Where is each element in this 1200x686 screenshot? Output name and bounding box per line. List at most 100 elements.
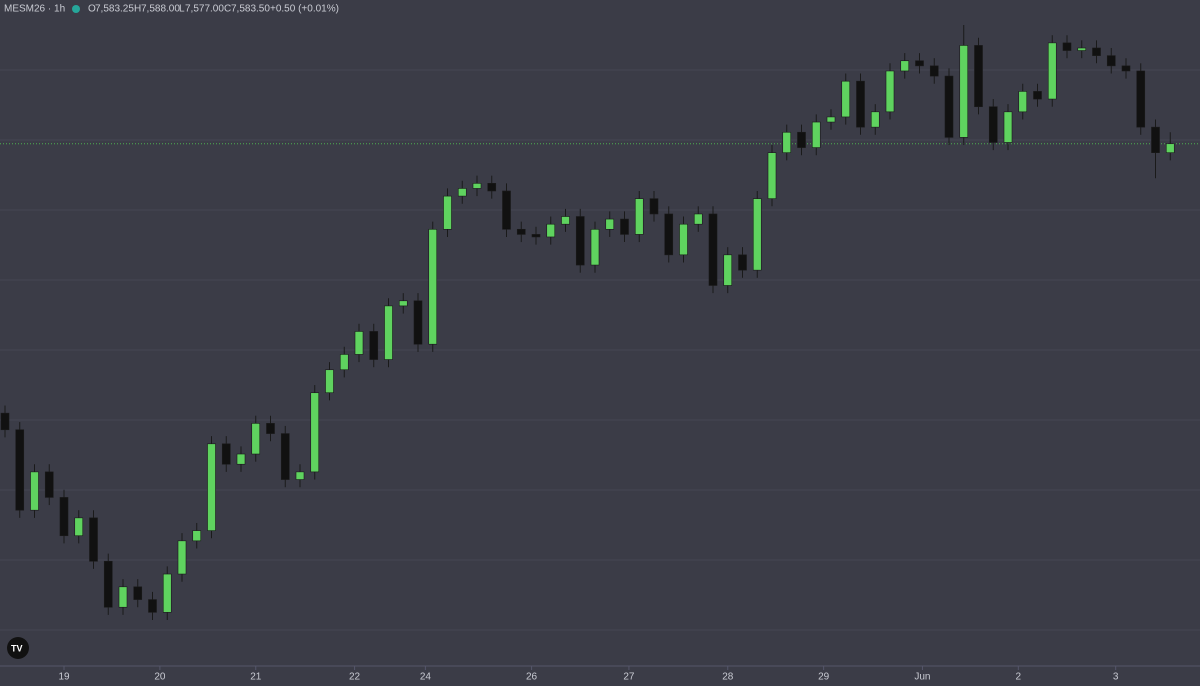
- candle-body: [15, 429, 25, 511]
- candle-body: [103, 560, 113, 608]
- grid: [0, 69, 1200, 631]
- candle-body: [221, 443, 231, 465]
- candle-body: [1136, 70, 1146, 128]
- x-tick-label: 24: [420, 672, 432, 683]
- candle-body: [885, 70, 895, 113]
- candle-body: [59, 497, 69, 537]
- candle-body: [1077, 47, 1087, 51]
- ohlc-value: 7,588.00: [141, 4, 180, 15]
- candle-body: [870, 111, 880, 128]
- candle-body: [30, 471, 39, 511]
- candle-body: [251, 423, 261, 455]
- candle-body: [915, 60, 924, 67]
- candle-body: [723, 254, 733, 286]
- candle-body: [620, 218, 629, 235]
- candle-body: [266, 423, 275, 434]
- candle-body: [516, 228, 526, 235]
- x-tick-label: 20: [154, 672, 166, 683]
- candle-body: [457, 188, 467, 197]
- candle-body: [575, 216, 585, 266]
- candle-body: [443, 195, 452, 230]
- candle-body: [118, 586, 128, 608]
- candle-body: [133, 586, 143, 600]
- candle-body: [177, 540, 187, 575]
- candle-body: [738, 254, 747, 271]
- candle-body: [974, 45, 983, 108]
- candle-body: [561, 216, 570, 225]
- candle-body: [325, 369, 334, 394]
- candle-body: [649, 198, 659, 215]
- ohlc-label: H: [134, 4, 141, 15]
- ohlc-label: L: [179, 4, 185, 15]
- x-tick-label: 21: [250, 672, 262, 683]
- ohlc-label: C: [224, 4, 231, 15]
- candle-body: [841, 80, 851, 118]
- x-tick-label: 22: [349, 672, 361, 683]
- candle-body: [0, 412, 10, 431]
- ohlc-value: 7,583.50: [231, 4, 270, 15]
- candle-body: [664, 213, 674, 256]
- candle-body: [428, 228, 438, 345]
- candle-body: [752, 198, 762, 271]
- candle-body: [1151, 126, 1160, 153]
- candle-body: [531, 234, 541, 238]
- candle-body: [1106, 55, 1116, 67]
- candle-body: [1047, 42, 1057, 100]
- candle-body: [679, 223, 688, 256]
- change: +0.50 (+0.01%): [270, 4, 339, 15]
- x-tick-label: 29: [818, 672, 830, 683]
- candle-body: [1062, 42, 1072, 51]
- candle-body: [929, 65, 939, 77]
- candle-body: [89, 517, 98, 562]
- candle-body: [339, 354, 349, 371]
- status-dot: [72, 5, 80, 13]
- candle-body: [502, 190, 511, 230]
- candle-body: [693, 213, 703, 225]
- candle-body: [310, 392, 320, 473]
- candle-body: [295, 471, 305, 480]
- candle-body: [708, 213, 718, 286]
- candle-body: [1033, 91, 1042, 100]
- x-tick-label: 2: [1016, 672, 1022, 683]
- candle-body: [162, 573, 172, 613]
- candle-body: [1165, 143, 1175, 153]
- candle-body: [148, 599, 157, 613]
- candle-body: [369, 331, 379, 360]
- candle-body: [1092, 47, 1101, 56]
- candle-body: [192, 530, 202, 542]
- x-tick-label: 26: [526, 672, 538, 683]
- x-tick-label: 28: [722, 672, 734, 683]
- logo: TV: [7, 637, 29, 659]
- x-tick-label: 3: [1113, 672, 1119, 683]
- candle-body: [797, 131, 806, 148]
- x-tick-label: Jun: [914, 672, 930, 683]
- candle-body: [1018, 91, 1028, 113]
- candle-body: [472, 183, 482, 189]
- candle-body: [487, 183, 497, 192]
- candle-body: [354, 331, 364, 355]
- candle-body: [944, 75, 954, 138]
- candle-body: [590, 228, 600, 266]
- candle-body: [826, 116, 836, 123]
- candle-body: [44, 471, 54, 498]
- candle-body: [1003, 111, 1013, 143]
- candle-body: [280, 433, 290, 480]
- candle-body: [782, 131, 792, 153]
- candle-body: [207, 443, 216, 531]
- candle-body: [384, 305, 393, 360]
- candle-body: [959, 45, 969, 138]
- candle-body: [74, 517, 84, 537]
- candle-body: [900, 60, 910, 72]
- candle-body: [1121, 65, 1131, 72]
- candle-body: [767, 152, 777, 199]
- candle-body: [634, 198, 644, 235]
- ohlc-label: O: [88, 4, 96, 15]
- candle-body: [988, 106, 998, 143]
- candle-body: [856, 80, 865, 128]
- x-tick-label: 19: [58, 672, 70, 683]
- candle-body: [236, 453, 246, 465]
- x-tick-label: 27: [623, 672, 635, 683]
